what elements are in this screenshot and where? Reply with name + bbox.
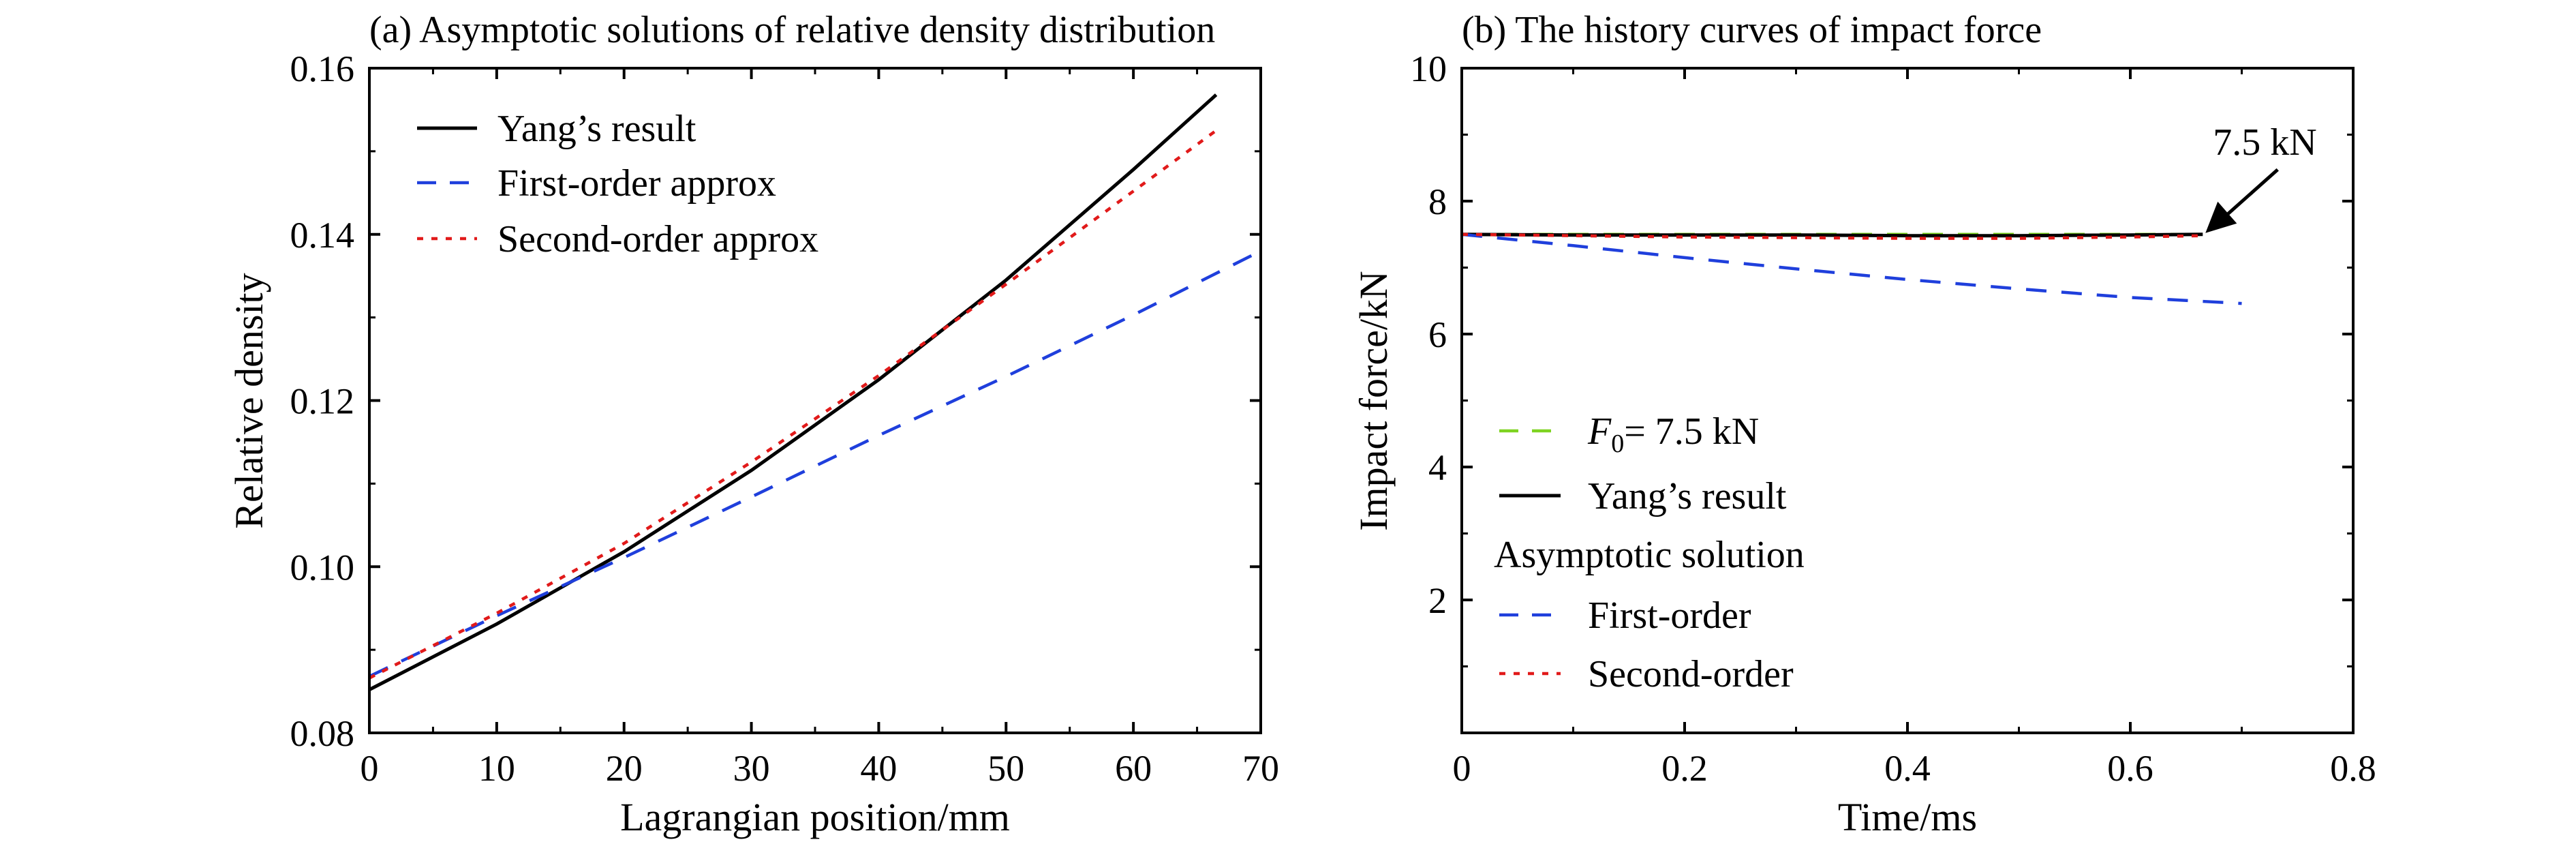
x-tick-label: 0.8 xyxy=(2330,748,2376,789)
chart-a-series xyxy=(368,93,1262,691)
series-line-first-order xyxy=(1461,232,2242,305)
y-tick-label: 10 xyxy=(1410,48,1447,89)
legend-label: F0= 7.5 kN xyxy=(1587,410,1759,458)
y-tick-label: 0.08 xyxy=(290,713,355,754)
x-tick-label: 40 xyxy=(860,748,897,789)
chart-b-y-axis-label: Impact force/kN xyxy=(1351,271,1396,531)
chart-panel-a: (a) Asymptotic solutions of relative den… xyxy=(227,9,1279,839)
x-tick-label: 50 xyxy=(987,748,1024,789)
series-line-yang-s-result xyxy=(1461,232,2203,238)
chart-a-x-axis-label: Lagrangian position/mm xyxy=(620,795,1010,839)
chart-b-series xyxy=(1461,232,2242,305)
chart-b-legend: F0= 7.5 kN Yang’s result Asymptotic soluti… xyxy=(1494,410,1805,695)
legend-label: Second-order approx xyxy=(497,218,818,260)
x-tick-label: 0.4 xyxy=(1884,748,1931,789)
y-tick-label: 6 xyxy=(1428,314,1447,355)
legend-label-symbol: F xyxy=(1587,410,1612,453)
x-tick-label: 60 xyxy=(1115,748,1152,789)
legend-label-value: = 7.5 kN xyxy=(1624,410,1759,453)
legend-label: Yang’s result xyxy=(497,108,696,150)
x-tick-label: 0 xyxy=(1453,748,1471,789)
chart-b-x-axis-label: Time/ms xyxy=(1838,795,1977,839)
chart-a-title: (a) Asymptotic solutions of relative den… xyxy=(369,9,1215,51)
legend-label-subscript: 0 xyxy=(1611,429,1624,458)
annotation-arrow-head xyxy=(2205,201,2237,233)
chart-a-plot-frame xyxy=(368,67,1262,734)
chart-panel-b: (b) The history curves of impact force 0… xyxy=(1351,9,2376,839)
y-tick-label: 0.12 xyxy=(290,381,355,422)
legend-label: First-order xyxy=(1588,594,1751,637)
legend-label: First-order approx xyxy=(497,162,776,205)
legend-label: Yang’s result xyxy=(1588,475,1787,517)
y-tick-label: 0.16 xyxy=(290,48,355,89)
y-tick-label: 0.10 xyxy=(290,547,355,588)
x-tick-label: 70 xyxy=(1242,748,1279,789)
annotation-arrow-shaft xyxy=(2220,168,2279,221)
chart-b-plot-frame xyxy=(1460,67,2355,734)
series-line-second-order xyxy=(1461,232,2203,240)
series-line-second-order-approx xyxy=(368,129,1217,680)
chart-a-y-axis-label: Relative density xyxy=(227,273,271,528)
x-tick-label: 0.6 xyxy=(2107,748,2153,789)
legend-group-label: Asymptotic solution xyxy=(1494,534,1805,576)
x-tick-label: 0 xyxy=(361,748,379,789)
y-tick-label: 2 xyxy=(1428,580,1447,621)
y-tick-label: 4 xyxy=(1428,447,1447,488)
x-tick-label: 20 xyxy=(606,748,643,789)
chart-b-annotation: 7.5 kN xyxy=(2205,121,2317,233)
annotation-label: 7.5 kN xyxy=(2213,121,2316,164)
x-tick-label: 30 xyxy=(733,748,770,789)
legend-label: Second-order xyxy=(1588,653,1794,695)
series-line-yang-s-result xyxy=(368,93,1218,691)
x-tick-label: 0.2 xyxy=(1661,748,1708,789)
y-tick-label: 8 xyxy=(1428,181,1447,222)
x-tick-label: 10 xyxy=(478,748,515,789)
chart-b-title: (b) The history curves of impact force xyxy=(1462,9,2042,51)
chart-a-ticks: 0 10 20 30 40 50 60 70 0.08 0.10 0.12 0.14 0.16 xyxy=(290,48,1280,789)
y-tick-label: 0.14 xyxy=(290,215,355,256)
series-line-first-order-approx xyxy=(369,250,1262,678)
chart-a-legend: Yang’s result First-order approx Second-or… xyxy=(417,108,818,260)
